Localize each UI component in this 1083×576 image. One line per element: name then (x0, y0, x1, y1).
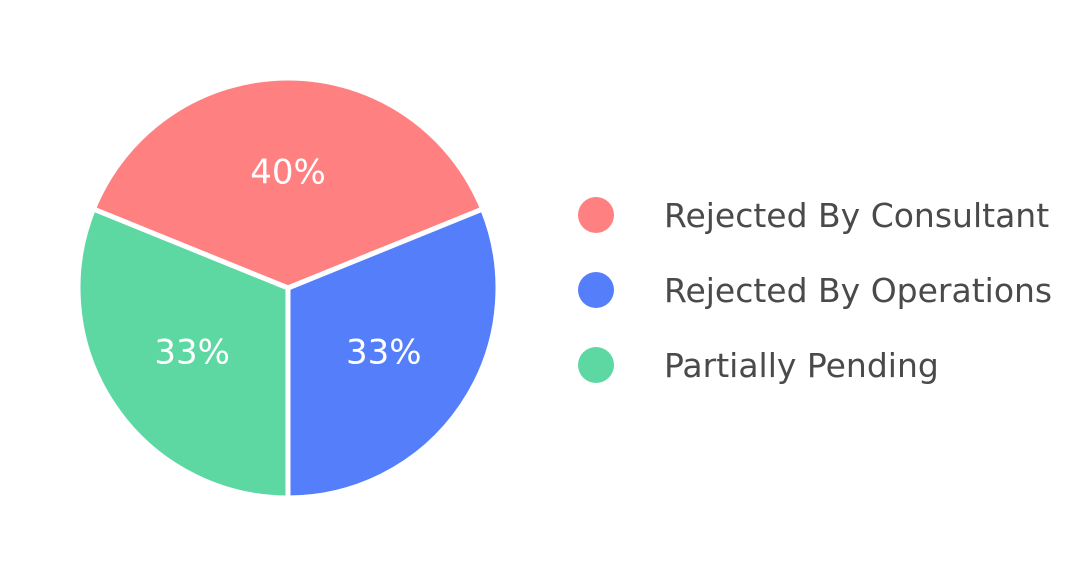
legend-swatch-icon (578, 347, 614, 383)
pie-slice-value-label: 33% (346, 333, 422, 373)
legend-label: Partially Pending (664, 345, 939, 385)
pie-slice-value-label: 40% (250, 153, 326, 193)
legend: Rejected By Consultant Rejected By Opera… (578, 165, 1083, 415)
pie-slice-partially-pending[interactable] (75, 206, 291, 501)
legend-label: Rejected By Consultant (664, 195, 1050, 235)
legend-swatch-icon (578, 272, 614, 308)
pie-chart: 40% 33% 33% (75, 75, 501, 501)
pie-chart-svg: 40% 33% 33% (75, 75, 501, 501)
legend-swatch-icon (578, 197, 614, 233)
legend-item-rejected-by-operations[interactable]: Rejected By Operations (578, 240, 1083, 340)
pie-slice-value-label: 33% (154, 333, 230, 373)
legend-item-partially-pending[interactable]: Partially Pending (578, 315, 1083, 415)
legend-item-rejected-by-consultant[interactable]: Rejected By Consultant (578, 165, 1083, 265)
pie-slice-rejected-by-consultant[interactable] (90, 75, 486, 291)
pie-slice-rejected-by-operations[interactable] (285, 206, 501, 501)
legend-label: Rejected By Operations (664, 270, 1053, 310)
